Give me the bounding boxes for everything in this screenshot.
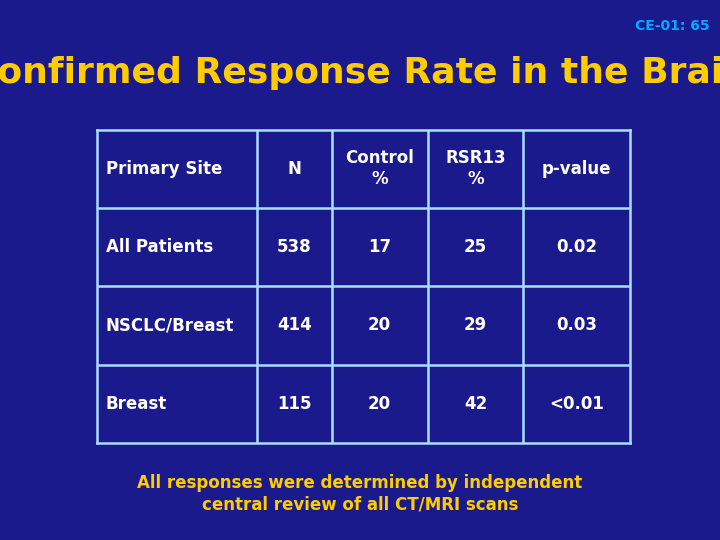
Text: All responses were determined by independent: All responses were determined by indepen… (138, 474, 582, 492)
Text: All Patients: All Patients (106, 238, 213, 256)
Text: Control
%: Control % (345, 150, 414, 188)
Text: p-value: p-value (542, 160, 611, 178)
Text: Primary Site: Primary Site (106, 160, 222, 178)
Text: Breast: Breast (106, 395, 167, 413)
Text: 25: 25 (464, 238, 487, 256)
Text: 17: 17 (368, 238, 391, 256)
Text: 115: 115 (277, 395, 312, 413)
Text: 538: 538 (277, 238, 312, 256)
Text: <0.01: <0.01 (549, 395, 604, 413)
Text: NSCLC/Breast: NSCLC/Breast (106, 316, 234, 334)
Text: 20: 20 (368, 395, 391, 413)
Text: central review of all CT/MRI scans: central review of all CT/MRI scans (202, 496, 518, 514)
Text: N: N (287, 160, 301, 178)
Text: 0.02: 0.02 (557, 238, 597, 256)
Text: 29: 29 (464, 316, 487, 334)
Text: Confirmed Response Rate in the Brain: Confirmed Response Rate in the Brain (0, 56, 720, 90)
Text: 0.03: 0.03 (557, 316, 597, 334)
Text: CE-01: 65: CE-01: 65 (634, 19, 709, 33)
Text: 20: 20 (368, 316, 391, 334)
Text: RSR13
%: RSR13 % (445, 150, 506, 188)
Text: 414: 414 (277, 316, 312, 334)
Text: 42: 42 (464, 395, 487, 413)
